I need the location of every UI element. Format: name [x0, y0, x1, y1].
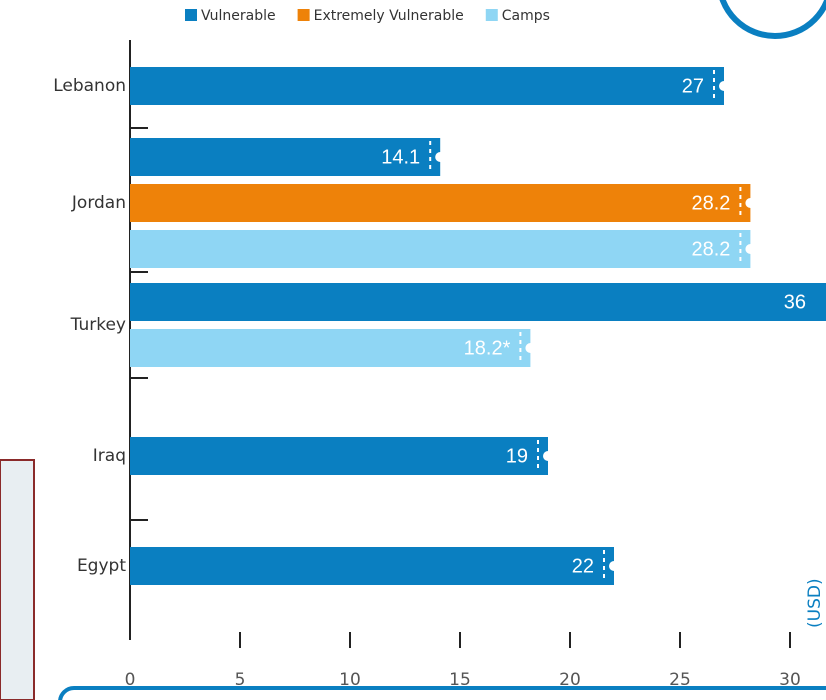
bar-notch	[719, 81, 729, 91]
category-label: Iraq	[93, 446, 126, 466]
category-label: Jordan	[71, 193, 126, 213]
bar-notch	[745, 198, 756, 208]
value-label: 28.2	[691, 192, 730, 214]
legend-swatch	[185, 9, 197, 21]
bar	[130, 329, 531, 367]
value-label: 28.2	[691, 238, 730, 260]
icon-decoration	[719, 0, 826, 39]
value-label: 14.1	[381, 146, 420, 168]
x-tick-label: 25	[669, 670, 691, 690]
value-label: 22	[572, 555, 594, 577]
x-tick-label: 30	[779, 670, 801, 690]
category-label: Turkey	[70, 315, 126, 335]
legend-swatch	[485, 9, 498, 21]
bar	[130, 184, 751, 222]
x-tick-label: 5	[235, 670, 246, 690]
bar-notch	[525, 343, 536, 353]
x-tick-label: 0	[125, 670, 136, 690]
bar	[130, 230, 751, 268]
value-label: 19	[506, 445, 528, 467]
bar-notch	[745, 244, 756, 254]
value-label: 27	[682, 75, 704, 97]
footer-decoration	[58, 686, 826, 700]
x-tick-label: 15	[449, 670, 471, 690]
bar	[130, 67, 724, 105]
value-label: 18.2*	[464, 337, 511, 359]
bar	[130, 283, 826, 321]
x-tick-label: 20	[559, 670, 581, 690]
bar-notch	[435, 152, 446, 162]
legend-label: Extremely Vulnerable	[314, 8, 464, 24]
bar-notch	[609, 561, 619, 571]
bar	[130, 138, 441, 176]
bar	[130, 547, 614, 585]
bar-notch	[543, 451, 553, 461]
legend-swatch	[297, 9, 310, 21]
legend-label: Vulnerable	[201, 8, 276, 24]
legend-label: Camps	[502, 8, 550, 24]
category-label: Egypt	[77, 556, 126, 576]
x-tick-label: 10	[339, 670, 361, 690]
category-label: Lebanon	[53, 76, 126, 96]
bar	[130, 437, 548, 475]
map-decoration	[0, 459, 35, 700]
value-label: 36	[784, 291, 806, 313]
x-axis-label: (USD)	[805, 578, 825, 628]
